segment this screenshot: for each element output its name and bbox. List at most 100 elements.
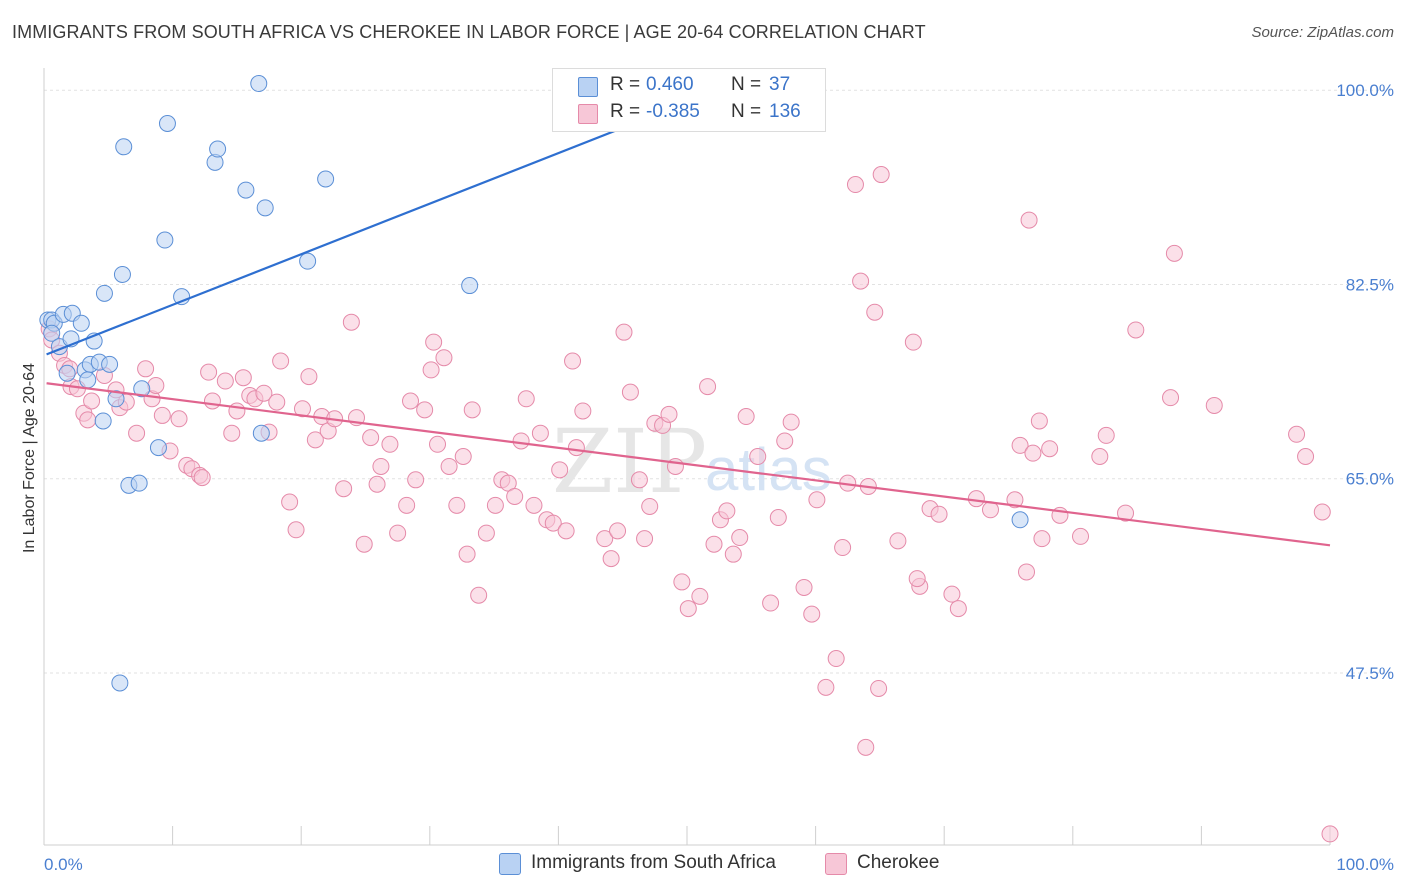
cherokee-point (1011, 436, 1029, 454)
south-africa-point (256, 199, 274, 217)
cherokee-point (531, 424, 549, 442)
y-tick-label: 47.5% (1346, 664, 1394, 683)
south-africa-points (39, 75, 1029, 692)
cherokee-point (203, 392, 221, 410)
cherokee-point (435, 349, 453, 367)
cherokee-point (440, 457, 458, 475)
south-africa-point (252, 424, 270, 442)
cherokee-point (724, 545, 742, 563)
cherokee-point (200, 363, 218, 381)
cherokee-point (808, 491, 826, 509)
south-africa-point (461, 277, 479, 295)
cherokee-point (525, 496, 543, 514)
n-value: 136 (769, 101, 801, 122)
south-africa-point (101, 355, 119, 373)
cherokee-point (1165, 244, 1183, 262)
cherokee-point (679, 600, 697, 618)
cherokee-point (852, 272, 870, 290)
south-africa-point (299, 252, 317, 270)
south-africa-point (72, 314, 90, 332)
cherokee-point (967, 490, 985, 508)
cherokee-point (660, 405, 678, 423)
south-africa-point (156, 231, 174, 249)
cherokee-point (749, 448, 767, 465)
cherokee-point (718, 502, 736, 520)
cherokee-point (425, 333, 443, 351)
cherokee-point (705, 535, 723, 553)
cherokee-point (699, 378, 717, 396)
pink-swatch-icon (578, 104, 598, 124)
south-africa-point (209, 140, 227, 158)
cherokee-point (372, 457, 390, 475)
pink-swatch-icon (825, 853, 847, 875)
cherokee-point (889, 532, 907, 550)
cherokee-point (949, 600, 967, 618)
cherokee-point (1033, 530, 1051, 548)
south-africa-point (94, 412, 112, 430)
south-africa-point (158, 115, 176, 132)
cherokee-point (615, 323, 633, 341)
trend-lines (46, 91, 1331, 547)
cherokee-point (398, 496, 416, 514)
cherokee-point (866, 303, 884, 321)
cherokee-point (846, 176, 864, 194)
cherokee-point (609, 522, 627, 540)
cherokee-point (342, 313, 360, 331)
cherokee-point (731, 529, 749, 547)
cherokee-point (448, 496, 466, 514)
south-africa-point (111, 674, 129, 692)
cherokee-point (564, 352, 582, 370)
south-africa-point (317, 170, 335, 188)
cherokee-point (407, 471, 425, 489)
cherokee-point (1127, 321, 1145, 339)
cherokee-point (574, 402, 592, 420)
r-key: R = (610, 101, 641, 122)
y-tick-labels: 47.5% 65.0% 82.5% 100.0% (1336, 81, 1394, 683)
south-africa-point (250, 75, 268, 93)
cherokee-point (737, 408, 755, 426)
n-value: 37 (769, 74, 791, 95)
cherokee-point (1024, 444, 1042, 462)
series-legend: Immigrants from South Africa Cherokee (0, 852, 1406, 878)
cherokee-point (228, 402, 246, 420)
correlation-legend: R = 0.460 N = 37 R = -0.385 N = 136 (552, 68, 826, 132)
cherokee-point (1297, 448, 1315, 465)
cherokee-point (1006, 491, 1024, 509)
south-africa-point (149, 439, 167, 457)
cherokee-point (255, 384, 273, 402)
cherokee-point (557, 522, 575, 540)
cherokee-point (621, 383, 639, 401)
cherokee-point (567, 439, 585, 457)
cherokee-point (908, 570, 926, 588)
south-africa-point (113, 265, 131, 283)
cherokee-point (551, 461, 569, 479)
cherokee-point (83, 392, 101, 410)
r-value: 0.460 (646, 74, 694, 95)
cherokee-point (512, 432, 530, 450)
cherokee-point (596, 530, 614, 548)
cherokee-point (281, 493, 299, 511)
cherokee-point (422, 361, 440, 379)
x-tick-label-max: 100.0% (1336, 855, 1394, 874)
cherokee-point (1018, 563, 1036, 581)
cherokee-point (857, 738, 875, 756)
cherokee-point (170, 410, 188, 428)
cherokee-point (1288, 425, 1306, 443)
cherokee-point (306, 431, 324, 449)
cherokee-point (870, 679, 888, 697)
cherokee-point (335, 480, 353, 498)
cherokee-point (691, 587, 709, 605)
cherokee-point (1162, 389, 1180, 407)
cherokee-point (1321, 825, 1339, 843)
cherokee-point (1020, 211, 1038, 229)
watermark-zip: ZIP (552, 410, 707, 513)
cherokee-point (1097, 426, 1115, 444)
cherokee-point (827, 650, 845, 668)
cherokee-point (368, 475, 386, 493)
cherokee-point (769, 509, 787, 527)
cherokee-point (137, 360, 155, 378)
cherokee-point (402, 392, 420, 410)
cherokee-point (636, 530, 654, 548)
cherokee-point (872, 166, 890, 184)
cherokee-point (1205, 396, 1223, 414)
